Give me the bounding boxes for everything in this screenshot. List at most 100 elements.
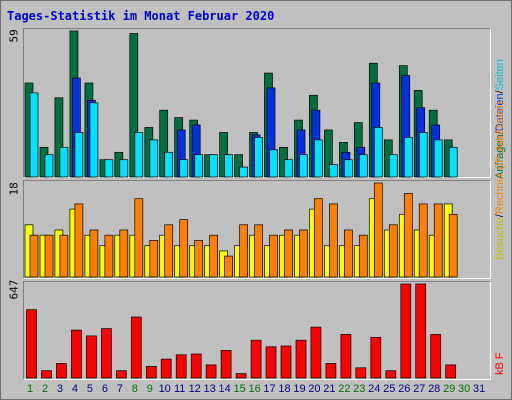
rechner-bar	[388, 224, 398, 278]
seiten-bar	[89, 102, 99, 178]
seiten-bar	[74, 132, 84, 178]
kbf-bar	[101, 328, 112, 379]
seiten-bar	[254, 137, 263, 178]
seiten-bar	[373, 127, 383, 178]
x-tick-label: 16	[248, 383, 261, 395]
x-tick-label: 24	[368, 383, 381, 395]
x-tick-label: 9	[146, 383, 153, 395]
x-tick-label: 14	[218, 383, 231, 395]
x-tick-label: 28	[428, 383, 441, 395]
x-tick-label: 10	[158, 383, 171, 395]
kbf-bar	[115, 370, 127, 379]
rechner-bar	[209, 234, 218, 278]
rechner-bar	[299, 229, 308, 278]
seiten-bar	[329, 164, 338, 178]
rechner-bar	[329, 203, 338, 278]
x-tick-label: 26	[398, 383, 411, 395]
kbf-bar	[190, 353, 202, 379]
x-tick-label: 11	[173, 383, 186, 395]
seiten-bar	[269, 149, 278, 178]
rechner-bar	[239, 224, 248, 278]
kbf-bar	[250, 339, 262, 379]
rechner-bar	[284, 229, 293, 278]
x-tick-label: 2	[41, 383, 49, 395]
kbf-bar	[160, 358, 172, 379]
seiten-bar	[224, 154, 233, 178]
seiten-bar	[44, 154, 54, 178]
x-tick-label: 3	[56, 383, 63, 395]
seiten-bar	[164, 151, 174, 178]
rechner-bar	[29, 234, 39, 278]
kbf-bar	[355, 367, 367, 379]
seiten-bar	[59, 146, 69, 178]
seiten-bar	[149, 139, 159, 178]
rechner-bar	[179, 219, 189, 278]
x-tick-label: 21	[323, 383, 336, 395]
x-tick-label: 25	[383, 383, 396, 395]
x-tick-label: 7	[116, 383, 123, 395]
rechner-bar	[89, 229, 99, 278]
seiten-bar	[104, 159, 114, 178]
x-tick-label: 1	[26, 383, 34, 395]
rechner-bar	[418, 203, 428, 278]
kbf-bar	[370, 336, 382, 379]
x-tick-label: 30	[457, 383, 471, 395]
kbf-bar	[415, 283, 427, 379]
chart-title: Tages-Statistik im Monat Februar 2020	[7, 9, 275, 23]
kbf-bar	[430, 334, 442, 379]
rechner-bar	[134, 198, 144, 278]
kbf-bar	[130, 316, 142, 379]
x-tick-label: 17	[263, 383, 276, 395]
anfragen-bar	[324, 129, 333, 178]
rechner-bar	[44, 234, 54, 278]
kbf-bar	[26, 309, 37, 379]
x-tick-label: 4	[71, 383, 78, 395]
kbf-bar	[205, 364, 217, 379]
x-tick-label: 31	[472, 383, 486, 395]
seiten-bar	[194, 154, 204, 178]
kbf-bar	[385, 370, 397, 379]
seiten-bar	[239, 166, 248, 178]
rechner-bar	[224, 255, 233, 278]
seiten-bar	[119, 159, 129, 178]
anfragen-bar	[129, 33, 139, 178]
rechner-bar	[433, 203, 443, 278]
kbf-bar	[325, 363, 337, 379]
x-tick-label: 13	[203, 383, 216, 395]
kbf-bar	[295, 339, 307, 379]
x-tick-label: 19	[293, 383, 306, 395]
rechner-bar	[269, 234, 278, 278]
seiten-bar	[433, 139, 443, 178]
anfragen-bar	[159, 109, 169, 178]
rechner-bar	[314, 198, 323, 278]
kbf-bar	[71, 329, 82, 379]
kbf-bar	[400, 283, 412, 379]
rechner-bar	[403, 193, 413, 278]
kbf-bar	[445, 364, 457, 379]
rechner-bar	[74, 203, 84, 278]
rechner-bar	[358, 234, 368, 278]
kbf-bar	[175, 354, 187, 379]
rechner-bar	[194, 240, 204, 278]
seiten-bar	[314, 139, 323, 178]
x-tick-label: 23	[353, 383, 366, 395]
seiten-bar	[134, 132, 144, 178]
anfragen-bar	[54, 97, 64, 178]
kbf-bar	[280, 345, 292, 379]
x-tick-label: 20	[308, 383, 321, 395]
x-tick-label: 6	[101, 383, 108, 395]
rechner-bar	[104, 234, 114, 278]
seiten-bar	[358, 154, 368, 178]
seiten-bar	[344, 159, 353, 178]
rechner-bar	[149, 240, 159, 278]
seiten-bar	[418, 132, 428, 178]
rechner-bar	[373, 182, 383, 278]
kbf-bar	[56, 363, 67, 379]
x-tick-label: 5	[86, 383, 93, 395]
kbf-bar	[265, 346, 277, 379]
kbf-bar	[235, 373, 247, 379]
x-tick-label: 15	[233, 383, 246, 395]
x-tick-label: 12	[188, 383, 201, 395]
